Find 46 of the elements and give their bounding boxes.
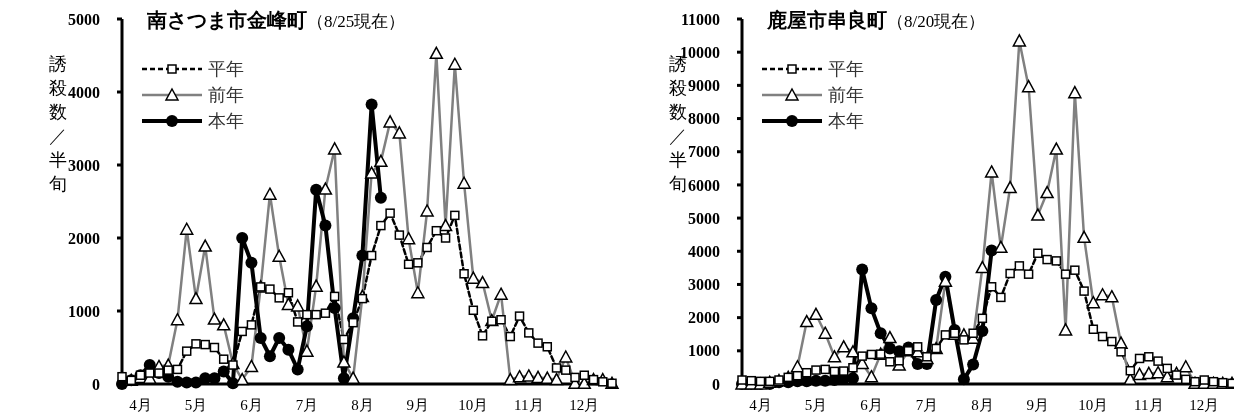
x-tick-label: 7月 xyxy=(295,397,319,413)
y-tick-label: 4000 xyxy=(68,83,100,101)
x-tick-label: 5月 xyxy=(804,397,828,413)
chart-subtitle: （8/20現在） xyxy=(887,12,986,31)
chart-subtitle: （8/25現在） xyxy=(307,12,406,31)
y-tick-label: 0 xyxy=(712,375,720,393)
y-tick-label: 5000 xyxy=(688,209,720,227)
chart-title: 鹿屋市串良町 xyxy=(766,9,887,31)
legend-label: 平年 xyxy=(828,59,864,80)
x-tick-label: 8月 xyxy=(351,397,374,413)
x-tick-label: 7月 xyxy=(915,397,939,413)
y-tick-label: 9000 xyxy=(688,76,720,94)
x-tick-label: 8月 xyxy=(971,397,994,413)
x-tick-label: 10月 xyxy=(458,397,489,413)
y-tick-label: 0 xyxy=(92,375,100,393)
y-tick-label: 1000 xyxy=(688,342,720,360)
x-tick-label: 9月 xyxy=(406,397,430,413)
y-tick-label: 7000 xyxy=(688,143,720,161)
y-tick-label: 2000 xyxy=(688,309,720,327)
x-tick-label: 5月 xyxy=(184,397,208,413)
y-tick-label: 4000 xyxy=(688,242,720,260)
y-tick-label: 2000 xyxy=(68,229,100,247)
y-tick-label: 6000 xyxy=(688,176,720,194)
legend-label: 前年 xyxy=(208,85,244,106)
legend-label: 本年 xyxy=(828,111,864,132)
x-tick-label: 6月 xyxy=(860,397,883,413)
x-tick-label: 11月 xyxy=(514,397,544,413)
x-tick-label: 9月 xyxy=(1026,397,1050,413)
y-tick-label: 8000 xyxy=(688,110,720,128)
y-tick-label: 3000 xyxy=(68,156,100,174)
legend-label: 本年 xyxy=(208,111,244,132)
y-tick-label: 11000 xyxy=(680,10,720,28)
y-axis-title: 誘殺数／半旬 xyxy=(49,54,67,194)
x-tick-label: 4月 xyxy=(129,397,152,413)
x-tick-label: 4月 xyxy=(749,397,772,413)
legend-label: 平年 xyxy=(208,59,244,80)
x-tick-label: 12月 xyxy=(569,397,600,413)
x-tick-label: 6月 xyxy=(240,397,263,413)
x-tick-label: 11月 xyxy=(1134,397,1164,413)
chart-title: 南さつま市金峰町 xyxy=(146,9,307,31)
x-tick-label: 10月 xyxy=(1078,397,1109,413)
x-tick-label: 12月 xyxy=(1189,397,1220,413)
y-tick-label: 3000 xyxy=(688,276,720,294)
y-tick-label: 1000 xyxy=(68,302,100,320)
y-tick-label: 5000 xyxy=(68,10,100,28)
legend-label: 前年 xyxy=(828,85,864,106)
